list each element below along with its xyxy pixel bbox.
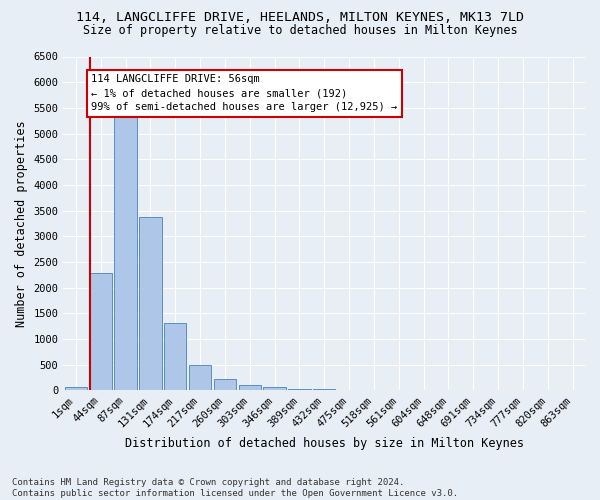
- Text: 114, LANGCLIFFE DRIVE, HEELANDS, MILTON KEYNES, MK13 7LD: 114, LANGCLIFFE DRIVE, HEELANDS, MILTON …: [76, 11, 524, 24]
- Bar: [139, 216, 161, 390]
- Bar: [164, 323, 187, 390]
- Bar: [239, 386, 261, 390]
- Bar: [89, 273, 112, 390]
- Text: 114 LANGCLIFFE DRIVE: 56sqm
← 1% of detached houses are smaller (192)
99% of sem: 114 LANGCLIFFE DRIVE: 56sqm ← 1% of deta…: [91, 74, 397, 112]
- Bar: [115, 113, 137, 390]
- Bar: [263, 387, 286, 390]
- Bar: [288, 388, 311, 390]
- X-axis label: Distribution of detached houses by size in Milton Keynes: Distribution of detached houses by size …: [125, 437, 524, 450]
- Bar: [313, 389, 335, 390]
- Text: Size of property relative to detached houses in Milton Keynes: Size of property relative to detached ho…: [83, 24, 517, 37]
- Bar: [214, 380, 236, 390]
- Bar: [189, 365, 211, 390]
- Y-axis label: Number of detached properties: Number of detached properties: [15, 120, 28, 326]
- Bar: [65, 386, 87, 390]
- Text: Contains HM Land Registry data © Crown copyright and database right 2024.
Contai: Contains HM Land Registry data © Crown c…: [12, 478, 458, 498]
